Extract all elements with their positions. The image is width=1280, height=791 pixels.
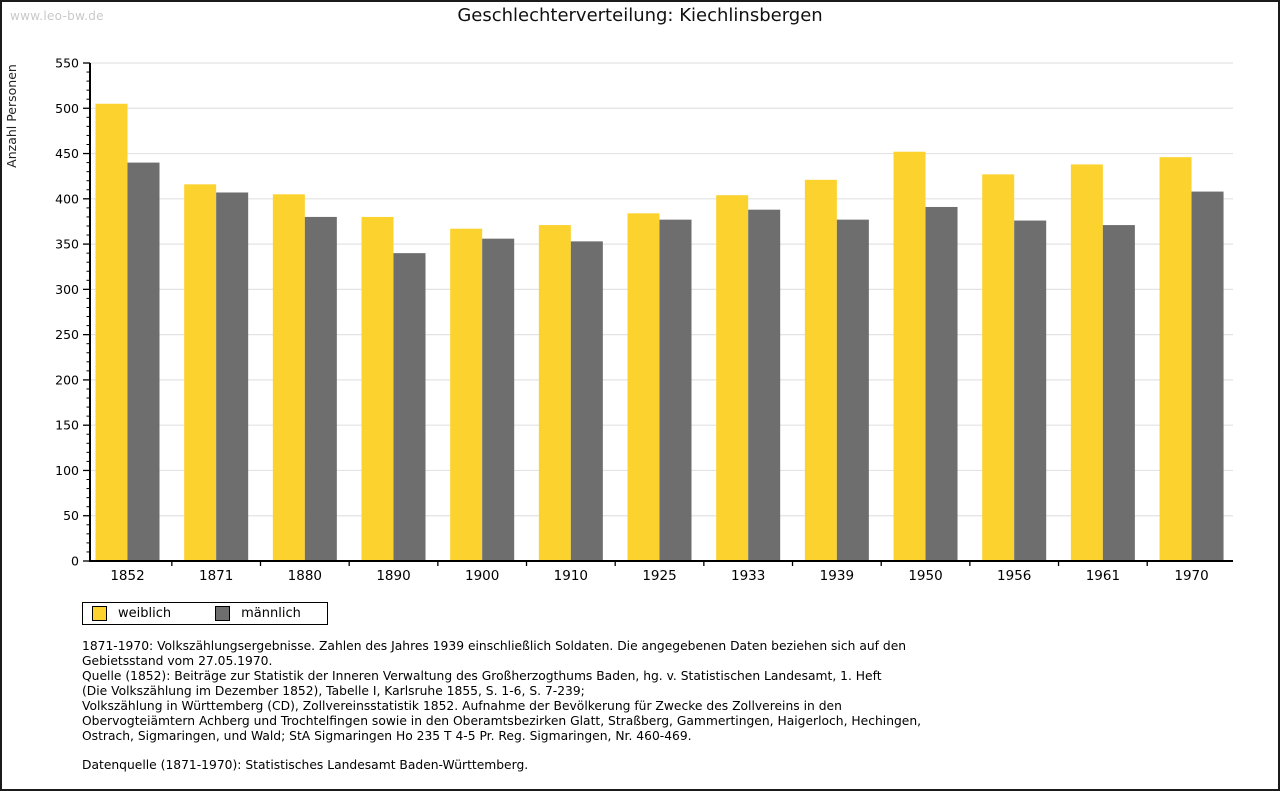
bar-weiblich-1890 bbox=[361, 216, 394, 561]
legend-label-maennlich: männlich bbox=[241, 606, 301, 621]
legend-label-weiblich: weiblich bbox=[118, 606, 172, 621]
y-tick-label: 100 bbox=[55, 463, 79, 478]
bar-weiblich-1880 bbox=[272, 194, 305, 562]
bar-männlich-1950 bbox=[925, 206, 958, 561]
bar-männlich-1900 bbox=[482, 238, 515, 561]
bar-männlich-1961 bbox=[1102, 225, 1135, 562]
maennlich-swatch bbox=[215, 606, 231, 621]
y-tick-label: 150 bbox=[55, 418, 79, 433]
bar-männlich-1890 bbox=[393, 253, 426, 562]
y-tick-label: 50 bbox=[63, 508, 79, 523]
x-category-label-1890: 1890 bbox=[376, 568, 410, 584]
x-category-label-1970: 1970 bbox=[1174, 568, 1208, 584]
bar-weiblich-1970 bbox=[1159, 157, 1192, 561]
bar-männlich-1925 bbox=[659, 219, 692, 562]
bar-männlich-1933 bbox=[748, 209, 781, 561]
legend: weiblich männlich bbox=[82, 602, 328, 625]
y-tick-label: 0 bbox=[71, 554, 79, 569]
page-title: Geschlechterverteilung: Kiechlinsbergen bbox=[457, 5, 823, 26]
footnote-line: Quelle (1852): Beiträge zur Statistik de… bbox=[82, 669, 882, 683]
bar-weiblich-1939 bbox=[804, 179, 837, 561]
bar-weiblich-1871 bbox=[184, 184, 217, 561]
y-tick-label: 250 bbox=[55, 327, 79, 342]
datasource-line: Datenquelle (1871-1970): Statistisches L… bbox=[82, 758, 529, 772]
footnotes: 1871-1970: Volkszählungsergebnisse. Zahl… bbox=[82, 639, 1212, 773]
x-category-label-1910: 1910 bbox=[554, 568, 588, 584]
bar-weiblich-1900 bbox=[450, 228, 483, 561]
y-tick-label: 400 bbox=[55, 191, 79, 206]
x-category-label-1956: 1956 bbox=[997, 568, 1031, 584]
footnote-line: Ostrach, Sigmaringen, und Wald; StA Sigm… bbox=[82, 729, 692, 743]
x-category-label-1871: 1871 bbox=[199, 568, 233, 584]
y-tick-label: 350 bbox=[55, 237, 79, 252]
footnote-line: Volkszählung in Württemberg (CD), Zollve… bbox=[82, 699, 842, 713]
bar-weiblich-1950 bbox=[893, 151, 926, 561]
bar-weiblich-1852 bbox=[95, 103, 128, 561]
bar-männlich-1871 bbox=[216, 192, 249, 562]
bar-männlich-1852 bbox=[127, 162, 160, 561]
bar-weiblich-1933 bbox=[716, 195, 749, 562]
x-category-label-1933: 1933 bbox=[731, 568, 765, 584]
bar-männlich-1880 bbox=[304, 216, 337, 561]
bar-männlich-1910 bbox=[570, 241, 603, 561]
footnote-line: Obervogteiämtern Achberg und Trochtelfin… bbox=[82, 714, 922, 728]
y-tick-label: 500 bbox=[55, 101, 79, 116]
y-tick-label: 300 bbox=[55, 282, 79, 297]
bar-weiblich-1961 bbox=[1070, 164, 1103, 562]
y-axis-title: Anzahl Personen bbox=[4, 64, 19, 168]
x-category-label-1900: 1900 bbox=[465, 568, 499, 584]
x-category-label-1939: 1939 bbox=[820, 568, 854, 584]
watermark: www.leo-bw.de bbox=[10, 9, 104, 23]
y-tick-label: 550 bbox=[55, 56, 79, 71]
y-tick-label: 200 bbox=[55, 372, 79, 387]
bar-weiblich-1910 bbox=[538, 225, 571, 562]
bar-männlich-1939 bbox=[836, 219, 869, 562]
bar-männlich-1970 bbox=[1191, 191, 1224, 562]
weiblich-swatch bbox=[92, 606, 107, 621]
bar-weiblich-1956 bbox=[982, 174, 1015, 561]
bar-chart: 0 50 100 150 200 250 300 350 400 450 500 550 1852 187… bbox=[4, 56, 1233, 584]
legend-item-maennlich: männlich bbox=[215, 606, 301, 621]
x-category-label-1852: 1852 bbox=[110, 568, 144, 584]
footnote-line: 1871-1970: Volkszählungsergebnisse. Zahl… bbox=[82, 639, 907, 653]
footnote-line: Gebietsstand vom 27.05.1970. bbox=[82, 654, 273, 668]
x-category-label-1880: 1880 bbox=[288, 568, 322, 584]
y-tick-label: 450 bbox=[55, 146, 79, 161]
x-category-label-1925: 1925 bbox=[642, 568, 676, 584]
bar-männlich-1956 bbox=[1014, 220, 1047, 562]
x-category-label-1961: 1961 bbox=[1086, 568, 1120, 584]
footnote-line: (Die Volkszählung im Dezember 1852), Tab… bbox=[82, 684, 585, 698]
legend-item-weiblich: weiblich bbox=[92, 606, 171, 621]
x-category-label-1950: 1950 bbox=[908, 568, 942, 584]
bar-weiblich-1925 bbox=[627, 213, 660, 561]
